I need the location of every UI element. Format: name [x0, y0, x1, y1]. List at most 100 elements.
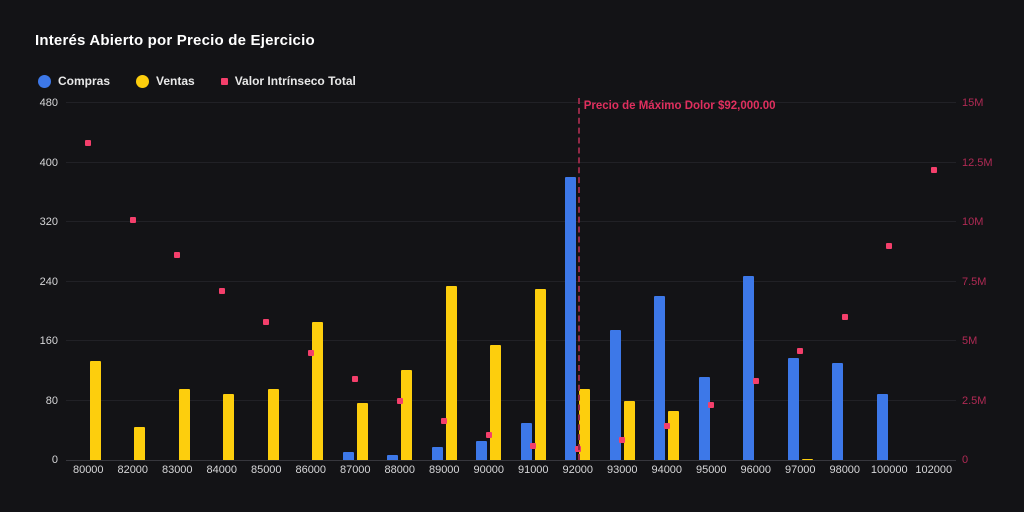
x-axis-label-93000: 93000 [606, 464, 638, 476]
bar-ventas-82000[interactable] [134, 427, 146, 460]
x-axis-label-91000: 91000 [517, 464, 549, 476]
bar-compras-94000[interactable] [654, 296, 666, 460]
x-axis-label-83000: 83000 [161, 464, 193, 476]
bar-ventas-92000[interactable] [579, 389, 591, 460]
bar-ventas-85000[interactable] [267, 388, 279, 460]
x-axis-label-94000: 94000 [651, 464, 683, 476]
category-slot-95000 [689, 103, 734, 460]
bar-ventas-86000[interactable] [312, 322, 324, 460]
gridline [66, 340, 956, 341]
circle-marker-icon [136, 74, 150, 88]
category-slot-102000 [912, 103, 957, 460]
plot-area: Precio de Máximo Dolor $92,000.00 [66, 98, 957, 461]
x-axis-label-102000: 102000 [915, 464, 953, 476]
bar-compras-98000[interactable] [832, 363, 844, 460]
bar-compras-89000[interactable] [431, 447, 443, 460]
category-slot-90000 [467, 103, 512, 460]
right-axis-tick: 15M [962, 97, 984, 109]
x-axis-label-98000: 98000 [829, 464, 861, 476]
x-axis-label-96000: 96000 [740, 464, 772, 476]
x-axis-label-85000: 85000 [250, 464, 282, 476]
bar-compras-88000[interactable] [387, 454, 399, 460]
right-axis-tick: 12.5M [962, 156, 993, 169]
category-slot-100000 [867, 103, 912, 460]
legend-label: Compras [58, 74, 111, 88]
x-axis-label-86000: 86000 [295, 464, 327, 476]
x-axis-line [66, 460, 956, 461]
bar-compras-92000[interactable] [565, 177, 577, 460]
legend-item-compras[interactable]: Compras [38, 74, 110, 88]
bar-compras-96000[interactable] [743, 276, 755, 460]
x-axis-label-90000: 90000 [473, 464, 505, 476]
bar-compras-97000[interactable] [787, 358, 799, 460]
category-slot-83000 [155, 103, 200, 460]
category-slot-96000 [734, 103, 779, 460]
bar-ventas-89000[interactable] [445, 285, 457, 460]
left-axis-tick: 0 [51, 454, 58, 466]
bar-compras-91000[interactable] [520, 422, 532, 460]
category-slot-84000 [200, 103, 245, 460]
bar-ventas-83000[interactable] [178, 389, 190, 460]
gridline [66, 399, 956, 401]
left-axis-tick: 320 [39, 216, 58, 228]
bar-ventas-80000[interactable] [89, 361, 101, 460]
legend: Compras Ventas Valor Intrínseco Total [38, 74, 356, 88]
left-axis-tick: 160 [39, 335, 58, 347]
x-axis-labels: 80000 82000 83000 84000 85000 86000 87000 88000… [66, 464, 956, 476]
bar-compras-90000[interactable] [476, 441, 488, 460]
category-slot-85000 [244, 103, 289, 460]
bar-ventas-88000[interactable] [401, 370, 413, 460]
x-axis-label-84000: 84000 [206, 464, 238, 476]
right-axis-tick: 5M [962, 335, 978, 347]
x-axis-label-87000: 87000 [339, 464, 371, 476]
bar-compras-87000[interactable] [342, 451, 354, 460]
bar-ventas-93000[interactable] [623, 400, 635, 460]
x-axis-label-92000: 92000 [562, 464, 594, 476]
category-slot-94000 [645, 103, 690, 460]
bar-ventas-84000[interactable] [223, 393, 235, 460]
bar-compras-93000[interactable] [609, 329, 621, 460]
bar-ventas-94000[interactable] [668, 410, 680, 460]
bar-ventas-97000[interactable] [801, 458, 813, 460]
page-title: Interés Abierto por Precio de Ejercicio [35, 32, 315, 49]
category-slot-88000 [378, 103, 423, 460]
x-axis-label-89000: 89000 [428, 464, 460, 476]
category-slot-93000 [600, 103, 645, 460]
left-axis-tick: 80 [45, 394, 58, 407]
left-axis-tick: 400 [39, 156, 58, 169]
category-slot-91000 [511, 103, 556, 460]
category-slot-80000 [66, 103, 111, 460]
x-axis-label-88000: 88000 [384, 464, 416, 476]
right-axis-tick: 2.5M [962, 394, 987, 407]
bar-ventas-91000[interactable] [534, 288, 546, 460]
bar-compras-95000[interactable] [698, 376, 710, 460]
left-axis-tick: 240 [39, 275, 58, 288]
category-slot-92000 [556, 103, 601, 460]
x-axis-label-95000: 95000 [695, 464, 727, 476]
bar-ventas-87000[interactable] [356, 403, 368, 460]
category-slot-97000 [778, 103, 823, 460]
bar-ventas-90000[interactable] [490, 345, 502, 460]
category-slot-86000 [289, 103, 334, 460]
legend-item-ventas[interactable]: Ventas [136, 74, 195, 88]
legend-item-valor-intrínseco-total[interactable]: Valor Intrínseco Total [220, 74, 356, 88]
circle-marker-icon [38, 74, 51, 88]
left-axis-tick: 480 [39, 97, 58, 109]
x-axis-label-80000: 80000 [72, 464, 104, 476]
legend-label: Ventas [156, 74, 195, 88]
x-axis-label-82000: 82000 [117, 464, 149, 476]
category-slot-87000 [333, 103, 378, 460]
gridline [66, 280, 956, 282]
gridline [66, 102, 956, 103]
category-slot-89000 [422, 103, 467, 460]
legend-label: Valor Intrínseco Total [234, 74, 356, 88]
gridline [66, 161, 956, 163]
gridline [66, 221, 956, 222]
square-marker-icon [220, 77, 228, 85]
bar-compras-100000[interactable] [876, 393, 888, 460]
category-slot-82000 [111, 103, 156, 460]
category-slot-98000 [823, 103, 868, 460]
right-axis-tick: 0 [962, 454, 969, 466]
x-axis-label-97000: 97000 [784, 464, 816, 476]
